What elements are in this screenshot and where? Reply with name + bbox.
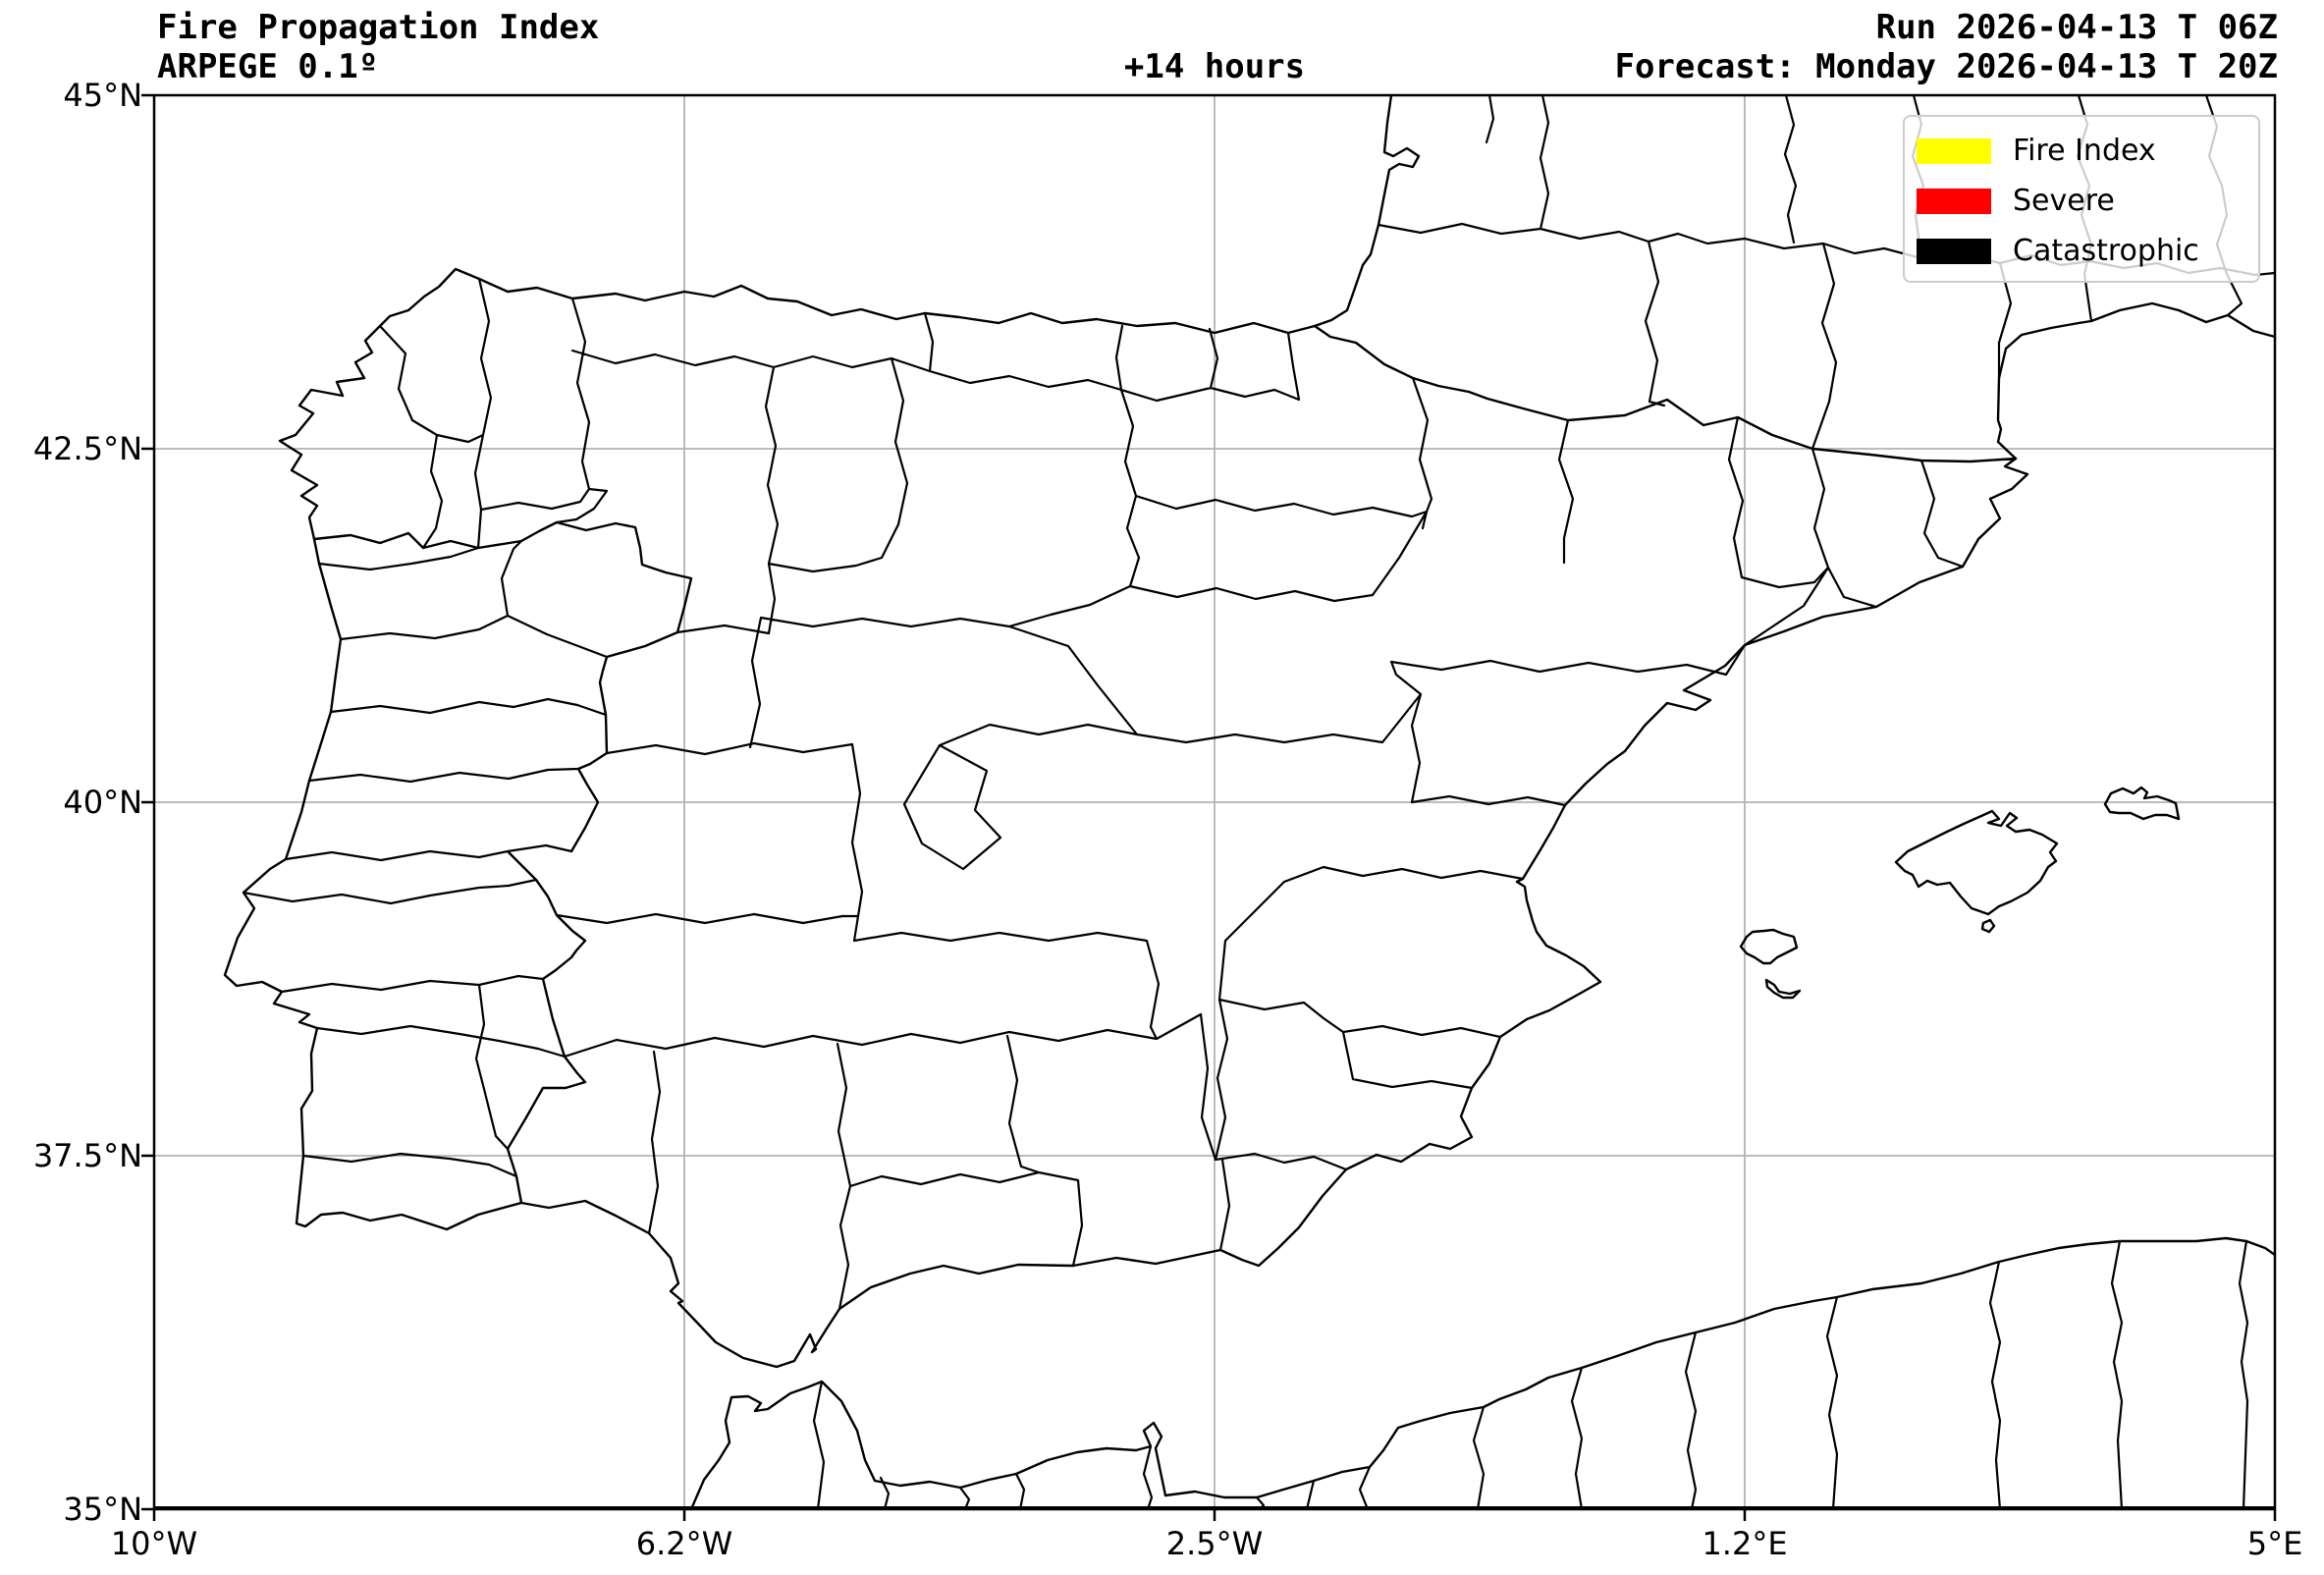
lead-time-label: +14 hours	[1123, 47, 1306, 86]
grid-lines	[154, 95, 2275, 1509]
model-subtitle: ARPEGE 0.1º	[157, 47, 379, 86]
axis-ticks	[141, 93, 2277, 1521]
fire-index-swatch	[1917, 137, 1991, 164]
legend-row: Severe	[1905, 176, 2258, 226]
y-tick-label: 37.5°N	[32, 1137, 142, 1174]
run-info-block: Run 2026-04-13 T 06Z Forecast: Monday 202…	[1614, 8, 2278, 86]
legend-row: Fire Index	[1905, 126, 2258, 176]
legend-label: Fire Index	[2013, 133, 2156, 168]
map-plot	[141, 93, 2277, 1521]
balearic-islands	[1739, 786, 2181, 1000]
figure-title: Fire Propagation Index	[157, 8, 600, 47]
y-tick-label: 40°N	[63, 784, 142, 821]
figure-title-block: Fire Propagation Index ARPEGE 0.1º	[157, 8, 599, 86]
legend-label: Severe	[2013, 183, 2115, 218]
x-tick-label: 10°W	[110, 1525, 198, 1562]
forecast-label: Forecast: Monday 2026-04-13 T 20Z	[1614, 47, 2278, 86]
iberia-coastline	[223, 267, 2029, 1369]
spain-provinces	[378, 277, 1433, 588]
spain-provinces-central	[676, 415, 1965, 1090]
x-tick-label: 1.2°E	[1702, 1525, 1788, 1562]
x-tick-label: 6.2°W	[635, 1525, 733, 1562]
legend: Fire Index Severe Catastrophic	[1903, 115, 2260, 283]
spain-provinces-south	[555, 741, 1348, 1311]
map-svg	[141, 93, 2277, 1521]
legend-row: Catastrophic	[1905, 226, 2258, 276]
run-label: Run 2026-04-13 T 06Z	[1875, 8, 2278, 47]
portugal-districts	[242, 539, 609, 1178]
y-tick-label: 45°N	[63, 77, 142, 114]
severe-swatch	[1917, 188, 1991, 214]
portugal-spain-border	[312, 520, 693, 1205]
catastrophic-swatch	[1917, 238, 1991, 264]
africa-borders	[812, 1239, 2249, 1511]
legend-label: Catastrophic	[2013, 233, 2199, 268]
y-tick-label: 35°N	[63, 1491, 142, 1528]
france-coastline	[1313, 93, 2277, 461]
x-tick-label: 5°E	[2246, 1525, 2303, 1562]
y-tick-label: 42.5°N	[32, 430, 142, 467]
x-tick-label: 2.5°W	[1165, 1525, 1264, 1562]
